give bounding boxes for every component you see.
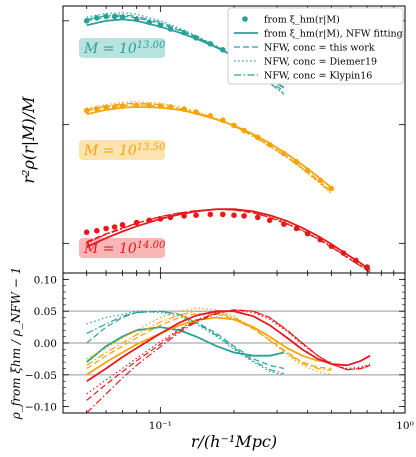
mass-label-background [79, 140, 165, 160]
x-axis-label: r/(h⁻¹Mpc) [191, 432, 277, 451]
data-point [220, 211, 226, 218]
mass-label-background [79, 38, 165, 58]
legend: from ξ_hm(r|M)from ξ_hm(r|M), NFW fittin… [227, 7, 404, 85]
data-point [103, 225, 109, 232]
y-tick-label: −0.10 [25, 402, 57, 414]
y-tick-label: 0.10 [34, 274, 57, 286]
mass-label-background [79, 238, 165, 258]
top-y-axis-label: r²ρ(r|M)/M [19, 96, 38, 184]
mass-label-text: M = 1013.50 [83, 142, 166, 159]
mass-label-M13-00: M = 1013.00 [79, 38, 166, 58]
residual-line-nfw_fit-M13-50 [86, 316, 332, 376]
data-point [266, 217, 273, 224]
residual-line-nfw_diemer19-M14-00 [86, 309, 371, 395]
x-tick-label: 10⁻¹ [149, 420, 172, 432]
bottom-panel [62, 6, 406, 414]
bottom-y-axis-label: ρ_from ξhm / ρ_NFW − 1 [9, 267, 23, 421]
data-point [231, 212, 237, 218]
top-panel: M = 1013.00 M = 1013.50 M = 1014.00 [62, 5, 406, 274]
data-point [207, 211, 214, 218]
legend-box [227, 7, 404, 85]
x-tick-label: 10⁰ [396, 420, 414, 432]
legend-entry: NFW, conc = Diemer19 [234, 57, 377, 68]
mass-label-M13-50: M = 1013.50 [79, 140, 166, 160]
series-line-nfw_fit-M14-00 [86, 208, 371, 271]
data-point [119, 222, 126, 228]
data-point [83, 229, 90, 235]
legend-entry: NFW, conc = this work [234, 43, 375, 54]
residual-line-nfw_diemer19-M13-00 [86, 310, 285, 376]
legend-marker [242, 16, 248, 22]
residual-line-nfw_fit-M13-00 [86, 326, 285, 363]
legend-entry: NFW, conc = Klypin16 [234, 71, 372, 82]
data-point [254, 214, 261, 221]
residual-line-nfw_klypin16-M13-50 [86, 310, 332, 371]
legend-label: from ξ_hm(r|M), NFW fitting [264, 29, 403, 40]
series-line-nfw_this_work-M13-50 [86, 103, 332, 192]
legend-entry: from ξ_hm(r|M) [242, 15, 340, 26]
y-tick-label: 0.00 [34, 338, 57, 350]
data-point [119, 14, 126, 20]
mass-label-text: M = 1014.00 [83, 240, 166, 257]
series-line-nfw_klypin16-M13-00 [86, 14, 285, 95]
y-ticks [63, 278, 405, 408]
legend-label: NFW, conc = Diemer19 [264, 57, 377, 68]
residual-line-nfw_klypin16-M14-00 [86, 309, 371, 414]
series-line-nfw_diemer19-M13-00 [86, 12, 285, 94]
residual-line-nfw_fit-M14-00 [86, 310, 371, 382]
legend-label: NFW, conc = this work [264, 43, 375, 54]
data-point [241, 213, 247, 219]
data-point [94, 227, 100, 234]
series-line-nfw_klypin16-M14-00 [86, 208, 371, 273]
axis-labels: 10⁻¹ 10⁰ 0.10 0.05 0.00 −0.05 −0.10 r²ρ(r|M)/M ρ… [9, 96, 414, 451]
legend-label: from ξ_hm(r|M) [264, 15, 340, 26]
series-line-nfw_fit-M13-50 [86, 105, 332, 189]
data-point [193, 212, 199, 218]
residual-line-nfw_this_work-M13-50 [86, 313, 332, 370]
y-tick-label: 0.05 [34, 306, 57, 318]
residual-line-nfw_klypin16-M13-00 [86, 310, 285, 375]
x-ticks [62, 6, 406, 413]
y-tick-label: −0.05 [25, 370, 57, 382]
residual-line-nfw_this_work-M14-00 [86, 309, 371, 401]
legend-entry: from ξ_hm(r|M), NFW fitting [234, 29, 403, 40]
legend-label: NFW, conc = Klypin16 [264, 71, 372, 82]
mass-label-M14-00: M = 1014.00 [79, 238, 166, 258]
mass-label-text: M = 1013.00 [83, 40, 166, 57]
data-point [111, 224, 118, 230]
series-line-nfw_klypin16-M13-50 [86, 102, 332, 194]
